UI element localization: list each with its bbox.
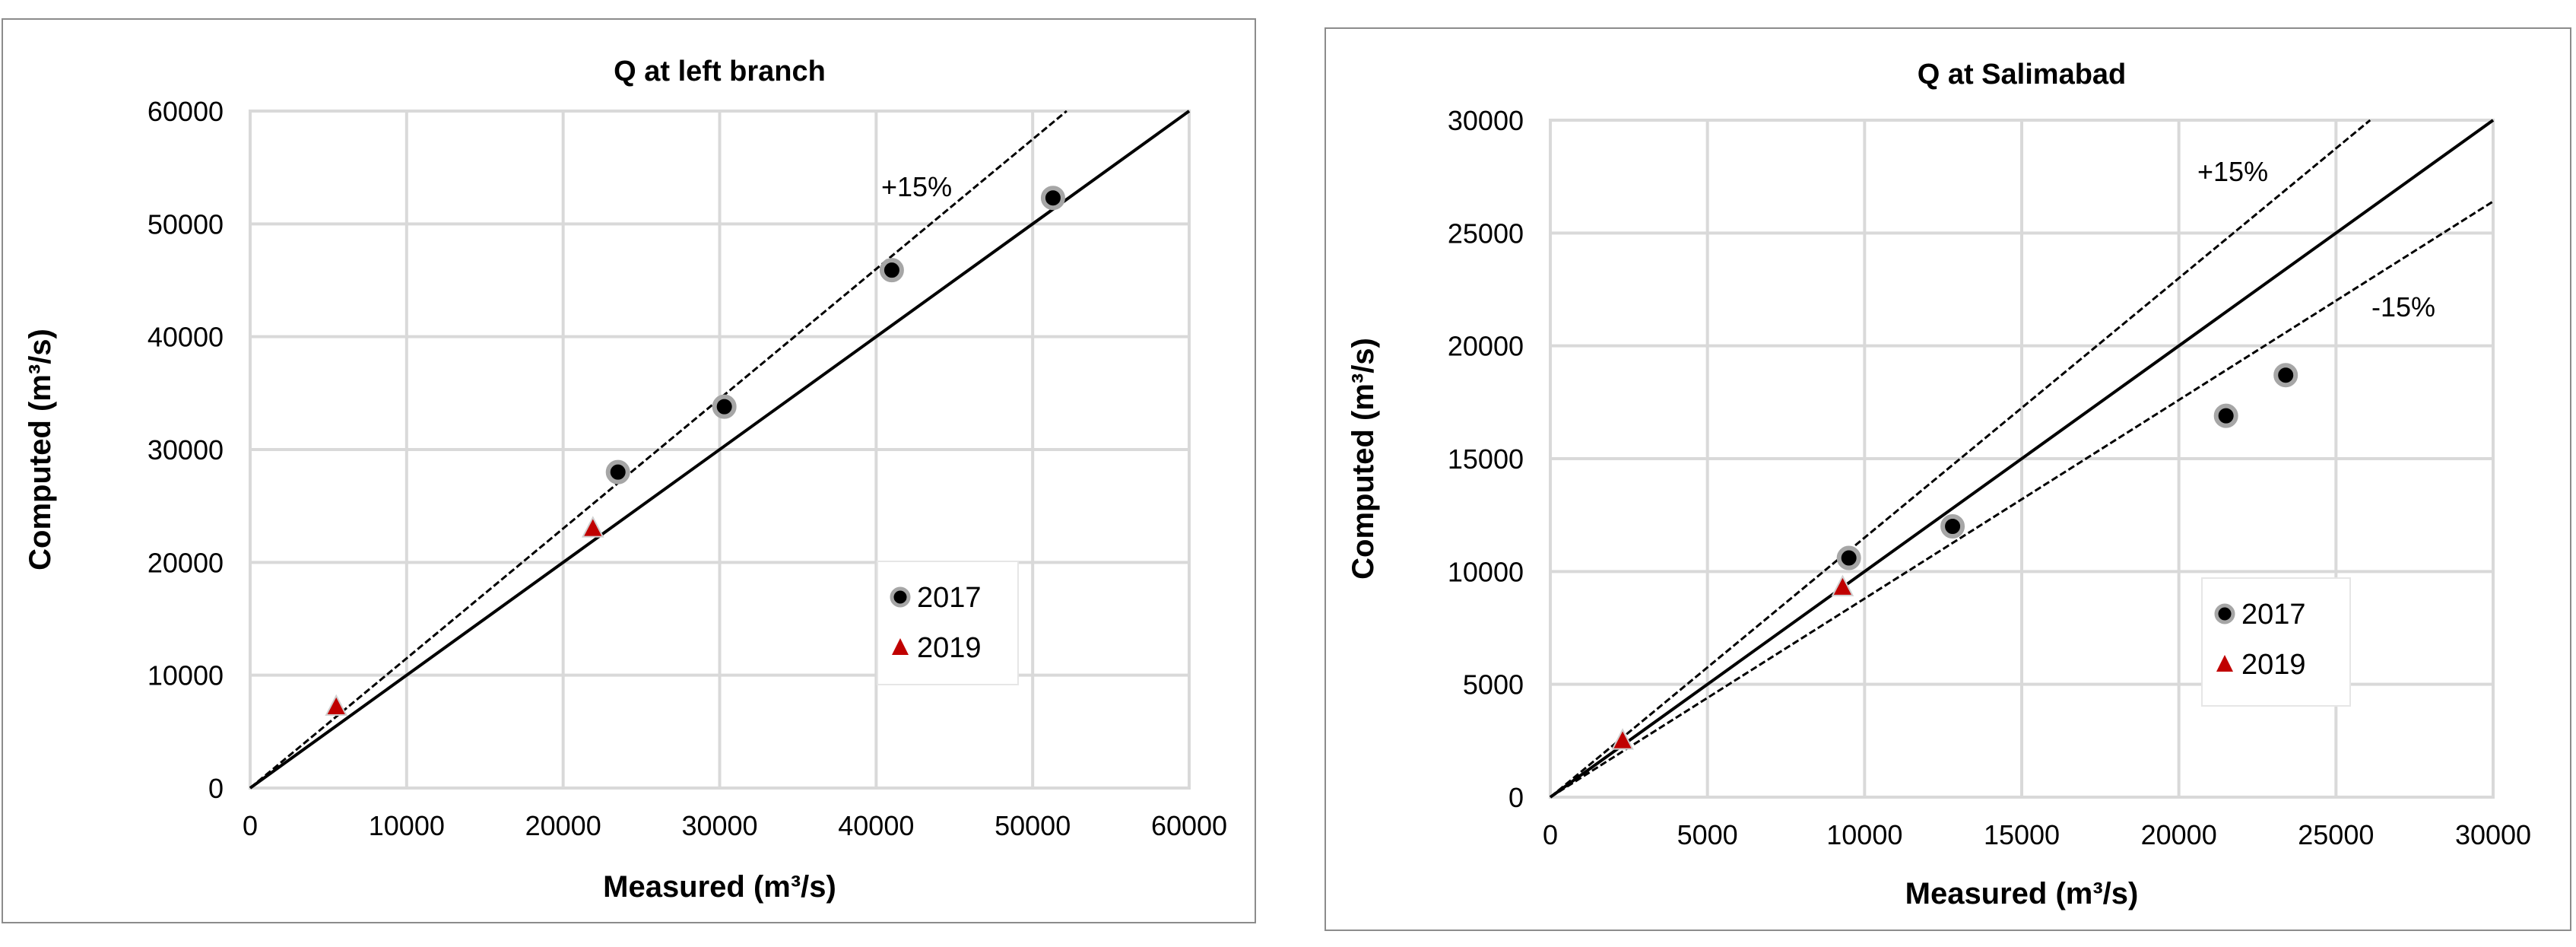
legend-marker-2019: [2216, 655, 2233, 672]
x-tick-label: 60000: [1151, 810, 1227, 841]
x-tick-label: 20000: [2141, 819, 2217, 850]
x-axis-label: Measured (m³/s): [603, 870, 836, 904]
y-tick-label: 20000: [1448, 331, 1524, 362]
chart-panel-left-branch: 0 10000 20000 30000 40000 50000 60000 0 10000 200…: [2, 18, 1256, 923]
one-to-one-line: [1549, 119, 2495, 799]
x-tick-label: 15000: [1984, 819, 2060, 850]
legend-label-2019: 2019: [917, 632, 982, 664]
legend-marker-2017: [890, 586, 911, 608]
legend-label-2017: 2017: [2241, 599, 2306, 631]
x-tick-label: 0: [243, 810, 258, 841]
legend-label-2017: 2017: [917, 582, 982, 614]
reference-line-plus-15: [249, 110, 1068, 790]
data-point-2017: [712, 394, 737, 419]
y-tick-label: 0: [1508, 782, 1524, 813]
x-tick-label: 40000: [838, 810, 914, 841]
data-point-2017: [1040, 186, 1065, 211]
data-point-2019: [1831, 574, 1854, 596]
x-tick-label: 30000: [2455, 819, 2531, 850]
y-tick-label: 10000: [148, 660, 224, 691]
annotation-plus-15: +15%: [2197, 156, 2268, 187]
x-tick-label: 30000: [681, 810, 757, 841]
y-axis-label: Computed (m³/s): [24, 329, 57, 570]
legend-box: [877, 561, 1019, 685]
y-tick-label: 5000: [1463, 669, 1524, 701]
chart-salimabad: 0 5000 10000 15000 20000 25000 30000 0 5000 10000…: [1347, 59, 2531, 910]
y-tick-label: 50000: [148, 208, 224, 240]
y-tick-label: 40000: [148, 322, 224, 353]
reference-line-plus-15: [1550, 119, 2371, 799]
x-axis-label: Measured (m³/s): [1905, 877, 2139, 910]
data-point-2017: [2213, 403, 2238, 428]
data-point-2019: [325, 694, 348, 716]
legend-box: [2201, 577, 2351, 707]
plot-area-frame: [249, 110, 1191, 790]
reference-line-minus-15: [1550, 200, 2494, 799]
y-tick-label: 60000: [148, 96, 224, 127]
y-tick-label: 20000: [148, 547, 224, 578]
y-tick-label: 10000: [1448, 556, 1524, 587]
annotation-plus-15: +15%: [881, 171, 952, 202]
y-tick-label: 25000: [1448, 218, 1524, 249]
y-tick-label: 30000: [1448, 105, 1524, 136]
chart-panel-salimabad: 0 5000 10000 15000 20000 25000 30000 0 5000 10000…: [1324, 27, 2571, 931]
chart-left-branch: 0 10000 20000 30000 40000 50000 60000 0 10000 200…: [24, 56, 1227, 904]
data-point-2019: [1611, 728, 1634, 750]
x-tick-label: 20000: [525, 810, 601, 841]
annotation-minus-15: -15%: [2371, 291, 2435, 323]
x-tick-label: 10000: [1826, 819, 1902, 850]
legend-marker-2019: [892, 638, 909, 655]
data-point-2017: [879, 258, 904, 283]
data-point-2017: [605, 459, 630, 485]
data-point-2017: [1836, 545, 1861, 570]
plot-area-frame: [1549, 119, 2495, 799]
one-to-one-line: [249, 110, 1191, 790]
legend-marker-2017: [2214, 603, 2235, 624]
chart-title: Q at left branch: [614, 56, 826, 87]
x-tick-label: 10000: [369, 810, 445, 841]
x-tick-label: 0: [1543, 819, 1558, 850]
data-point-2017: [2273, 363, 2298, 388]
x-tick-label: 5000: [1677, 819, 1738, 850]
y-tick-label: 30000: [148, 434, 224, 466]
y-tick-label: 0: [208, 773, 224, 804]
y-axis-label: Computed (m³/s): [1347, 338, 1380, 580]
x-tick-label: 25000: [2298, 819, 2374, 850]
data-point-2019: [581, 516, 604, 538]
legend-label-2019: 2019: [2241, 649, 2306, 681]
x-tick-label: 50000: [995, 810, 1071, 841]
data-point-2017: [1940, 514, 1965, 539]
y-tick-label: 15000: [1448, 443, 1524, 475]
chart-title: Q at Salimabad: [1918, 59, 2127, 91]
